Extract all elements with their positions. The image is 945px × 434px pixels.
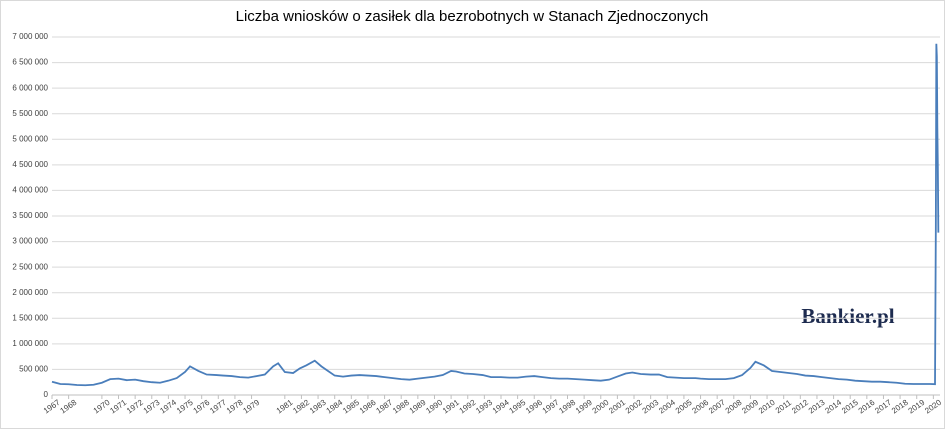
y-tick-label: 0 xyxy=(44,390,49,399)
y-tick-label: 6 500 000 xyxy=(12,58,48,67)
y-tick-label: 5 500 000 xyxy=(12,109,48,118)
chart-title: Liczba wniosków o zasiłek dla bezrobotny… xyxy=(236,8,709,25)
y-tick-label: 2 000 000 xyxy=(12,288,48,297)
series-line xyxy=(51,43,940,387)
y-tick-label: 2 500 000 xyxy=(12,262,48,271)
y-tick-label: 500 000 xyxy=(19,365,48,374)
y-tick-label: 4 000 000 xyxy=(12,186,48,195)
y-tick-label: 3 000 000 xyxy=(12,237,48,246)
watermark: Bankier.pl xyxy=(801,304,894,328)
y-tick-label: 1 500 000 xyxy=(12,313,48,322)
y-tick-label: 5 000 000 xyxy=(12,134,48,143)
y-tick-label: 3 500 000 xyxy=(12,211,48,220)
y-tick-label: 6 000 000 xyxy=(12,83,48,92)
y-tick-label: 4 500 000 xyxy=(12,160,48,169)
y-tick-label: 7 000 000 xyxy=(12,32,48,41)
y-tick-label: 1 000 000 xyxy=(12,339,48,348)
